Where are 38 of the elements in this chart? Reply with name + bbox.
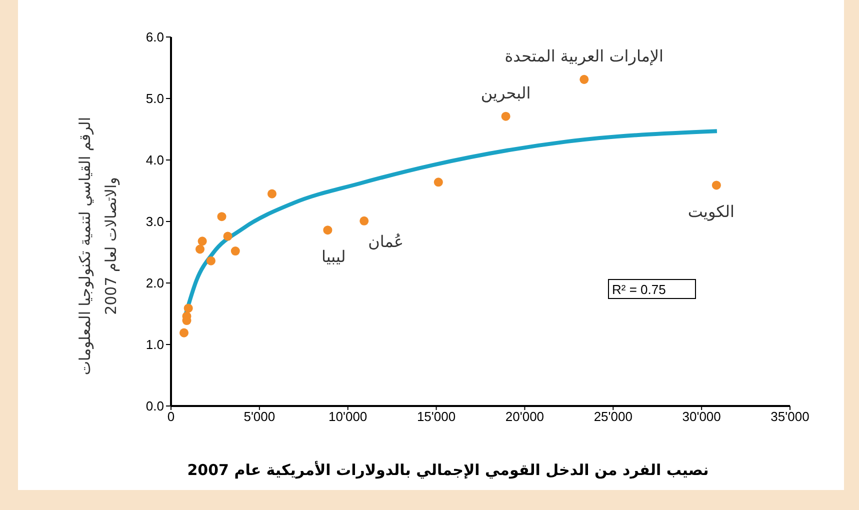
- x-tick-label: 10'000: [328, 409, 368, 424]
- point: [198, 236, 207, 246]
- annotation: ليبيا: [321, 247, 346, 266]
- annotation: الإمارات العربية المتحدة: [504, 46, 664, 66]
- y-tick-label: 0.0: [146, 398, 164, 414]
- y-tick-label: 2.0: [146, 276, 164, 291]
- point: [195, 244, 205, 254]
- y-tick-label: 5.0: [146, 91, 164, 106]
- y-tick-label: 6.0: [146, 30, 164, 45]
- point: [230, 246, 240, 256]
- x-tick-label: 35'000: [770, 409, 810, 424]
- x-tick-label: 30'000: [682, 409, 721, 424]
- point: [712, 180, 721, 190]
- point: [217, 212, 226, 222]
- x-tick-label: 5'000: [244, 409, 276, 424]
- point: [501, 112, 510, 121]
- point: [223, 232, 232, 241]
- y-tick-label: 4.0: [146, 152, 164, 168]
- point: [580, 74, 589, 84]
- annotation: البحرين: [480, 83, 531, 102]
- point: [179, 328, 189, 338]
- y-tick-label: 1.0: [146, 337, 164, 352]
- point: [267, 189, 276, 198]
- point: [434, 178, 443, 187]
- annotation: R² = 0.75: [608, 279, 696, 299]
- x-tick-label: 15'000: [416, 409, 456, 424]
- point: [206, 256, 216, 266]
- point: [360, 216, 369, 226]
- point: [323, 226, 332, 235]
- y-tick-label: 3.0: [146, 214, 164, 230]
- point: [184, 304, 193, 313]
- x-tick-label: 25'000: [594, 409, 632, 424]
- x-tick-label: 0: [167, 409, 175, 424]
- y-axis-title: الرقم القياسي لتنمية تكنولوجيا المعلومات والاتصالات لعام 2007: [75, 116, 121, 378]
- x-axis-title: نصيب الفرد من الدخل القومي الإجمالي بالدولارات الأمريكية عام 2007: [186, 461, 710, 479]
- annotation: عُمان: [368, 232, 404, 251]
- annotation: الكويت: [688, 202, 734, 222]
- x-tick-label: 20'000: [505, 409, 544, 424]
